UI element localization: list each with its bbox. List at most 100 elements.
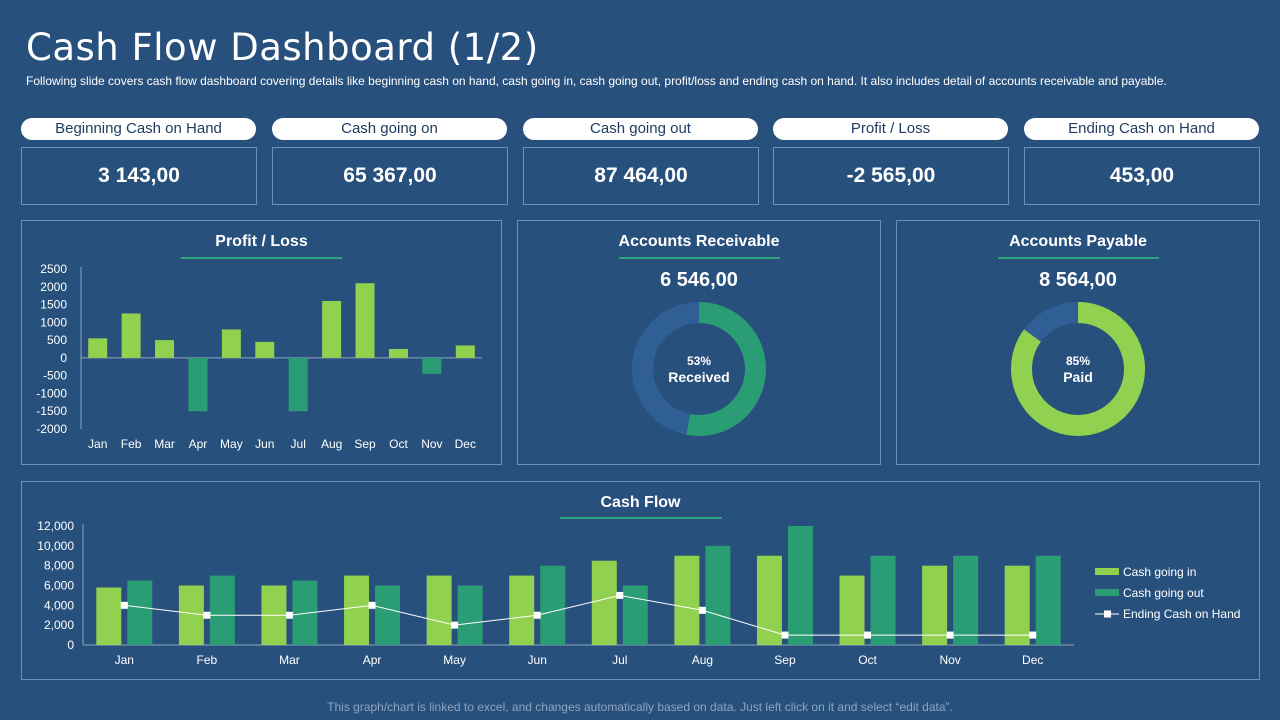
- profit-loss-bar: [121, 313, 141, 358]
- profit-loss-panel: Profit / Loss 2500 2000 1500 1000 500 0 -500 -1…: [21, 220, 502, 465]
- cash-in-bar: [344, 575, 370, 645]
- cash-out-bar: [375, 585, 401, 645]
- cash-in-bar: [674, 555, 700, 645]
- footer-note: This graph/chart is linked to excel, and…: [327, 700, 953, 714]
- receivable-percent: 53%: [687, 354, 711, 368]
- cash-out-bar: [457, 585, 483, 645]
- profit-loss-x-tick: Jun: [255, 437, 274, 451]
- cash-flow-y-tick: 4,000: [44, 598, 74, 612]
- cash-in-bar: [922, 565, 948, 645]
- ending-cash-line: [124, 594, 1033, 636]
- legend-swatch-cash-out: [1095, 589, 1119, 596]
- receivable-underline: [619, 257, 780, 259]
- payable-percent: 85%: [1066, 354, 1090, 368]
- profit-loss-bar: [388, 349, 408, 358]
- cash-flow-x-tick: Apr: [363, 653, 382, 667]
- kpi-value-cash-going-out: 87 464,00: [523, 147, 759, 205]
- cash-out-bar: [1035, 555, 1061, 645]
- cash-out-bar: [209, 575, 235, 645]
- profit-loss-y-tick: 1500: [40, 298, 67, 312]
- legend-swatch-cash-in: [1095, 568, 1119, 575]
- profit-loss-x-tick: Aug: [321, 437, 342, 451]
- profit-loss-y-tick: 1000: [40, 315, 67, 329]
- cash-out-bar: [870, 555, 896, 645]
- legend-label-ending-cash: Ending Cash on Hand: [1123, 607, 1240, 621]
- profit-loss-y-tick: -500: [43, 369, 67, 383]
- profit-loss-y-tick: 0: [60, 351, 67, 365]
- profit-loss-bar: [322, 301, 342, 358]
- profit-loss-x-tick: Sep: [354, 437, 376, 451]
- kpi-label-ending-cash: Ending Cash on Hand: [1024, 118, 1259, 140]
- profit-loss-y-tick: -1000: [36, 386, 67, 400]
- cash-flow-x-tick: Jul: [612, 653, 627, 667]
- ending-cash-point: [864, 631, 872, 639]
- cash-flow-x-tick: Jun: [528, 653, 547, 667]
- ending-cash-point: [451, 621, 459, 629]
- cash-in-bar: [1004, 565, 1030, 645]
- profit-loss-title: Profit / Loss: [215, 233, 308, 250]
- profit-loss-x-tick: Dec: [455, 437, 476, 451]
- kpi-label-beginning-cash: Beginning Cash on Hand: [21, 118, 256, 140]
- payable-panel: Accounts Payable 8 564,00 85% Paid: [896, 220, 1260, 465]
- cash-flow-title: Cash Flow: [600, 494, 681, 511]
- profit-loss-x-tick: Jul: [291, 437, 306, 451]
- ending-cash-point: [946, 631, 954, 639]
- cash-flow-x-tick: Aug: [692, 653, 713, 667]
- ending-cash-point: [616, 591, 624, 599]
- cash-in-bar: [756, 555, 782, 645]
- cash-flow-x-tick: May: [443, 653, 466, 667]
- page-title: Cash Flow Dashboard (1/2): [26, 26, 539, 69]
- cash-flow-x-tick: Jan: [115, 653, 134, 667]
- profit-loss-x-tick: Feb: [121, 437, 142, 451]
- profit-loss-y-tick: 2500: [40, 262, 67, 276]
- ending-cash-point: [533, 611, 541, 619]
- cash-out-bar: [787, 526, 813, 645]
- page-description: Following slide covers cash flow dashboa…: [26, 74, 1167, 88]
- cash-flow-x-tick: Mar: [279, 653, 300, 667]
- ending-cash-point: [120, 601, 128, 609]
- profit-loss-bar: [288, 357, 308, 412]
- cash-in-bar: [509, 575, 535, 645]
- ending-cash-point: [781, 631, 789, 639]
- profit-loss-bar: [355, 283, 375, 358]
- cash-out-bar: [953, 555, 979, 645]
- payable-filled-segment: [1011, 302, 1145, 436]
- profit-loss-y-tick: 2000: [40, 280, 67, 294]
- cash-out-bar: [622, 585, 648, 645]
- profit-loss-chart: 2500 2000 1500 1000 500 0 -500 -1000 -1500 -2000 J…: [36, 262, 482, 451]
- receivable-panel: Accounts Receivable 6 546,00 53% Receive…: [517, 220, 881, 465]
- cash-flow-y-tick: 12,000: [37, 519, 74, 533]
- cash-flow-x-tick: Nov: [939, 653, 960, 667]
- cash-flow-x-tick: Oct: [858, 653, 877, 667]
- cash-flow-x-tick: Dec: [1022, 653, 1043, 667]
- receivable-donut: 53% Received: [632, 302, 766, 436]
- legend-label-cash-in: Cash going in: [1123, 565, 1196, 579]
- ending-cash-point: [368, 601, 376, 609]
- receivable-filled-segment: [632, 302, 766, 436]
- profit-loss-bar: [255, 341, 275, 358]
- cash-flow-y-tick: 8,000: [44, 559, 74, 573]
- kpi-value-ending-cash: 453,00: [1024, 147, 1260, 205]
- legend-swatch-ending-cash-marker: [1104, 610, 1111, 618]
- cash-out-bar: [540, 565, 566, 645]
- receivable-title: Accounts Receivable: [618, 233, 780, 250]
- profit-loss-bar: [455, 345, 475, 358]
- kpi-value-profit-loss: -2 565,00: [773, 147, 1009, 205]
- payable-status: Paid: [1063, 369, 1093, 385]
- payable-donut: 85% Paid: [1011, 302, 1145, 436]
- payable-underline: [998, 257, 1159, 259]
- profit-loss-x-tick: May: [220, 437, 243, 451]
- cash-flow-chart: 12,000 10,000 8,000 6,000 4,000 2,000 0 Jan Feb M…: [37, 519, 1240, 667]
- cash-in-bar: [591, 560, 617, 645]
- cash-out-bar: [705, 545, 731, 645]
- kpi-label-profit-loss: Profit / Loss: [773, 118, 1008, 140]
- cash-flow-y-tick: 0: [67, 638, 74, 652]
- kpi-label-cash-going-out: Cash going out: [523, 118, 758, 140]
- cash-flow-y-tick: 10,000: [37, 539, 74, 553]
- ending-cash-point: [698, 606, 706, 614]
- ending-cash-point: [203, 611, 211, 619]
- legend-label-cash-out: Cash going out: [1123, 586, 1204, 600]
- cash-flow-underline: [560, 517, 722, 519]
- profit-loss-x-tick: Apr: [189, 437, 208, 451]
- profit-loss-bar: [422, 357, 442, 374]
